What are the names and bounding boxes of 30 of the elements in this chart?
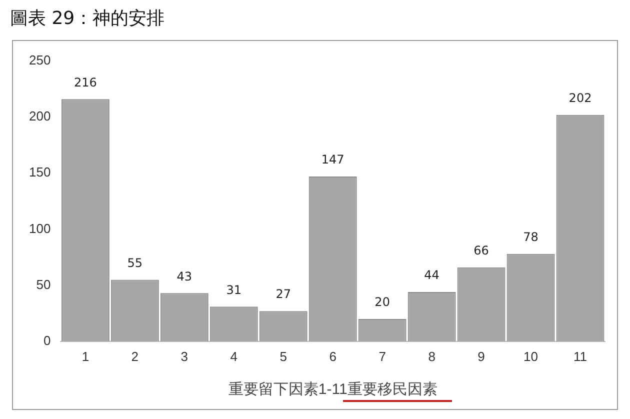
- data-label: 43: [176, 269, 192, 284]
- data-label: 31: [226, 282, 242, 297]
- data-label: 147: [321, 152, 344, 167]
- chart-title: 圖表 29：神的安排: [10, 7, 165, 30]
- x-tick-label: 6: [329, 348, 336, 364]
- data-label: 44: [424, 268, 440, 282]
- x-tick-label: 1: [82, 348, 90, 364]
- y-tick-label: 50: [36, 276, 51, 292]
- data-label: 20: [374, 295, 390, 310]
- x-tick-label: 10: [524, 348, 538, 364]
- x-tick-label: 11: [574, 348, 588, 364]
- data-label: 78: [523, 230, 538, 244]
- y-tick-label: 100: [28, 220, 51, 236]
- data-label: 202: [568, 90, 592, 105]
- x-tick-label: 4: [230, 348, 238, 364]
- y-tick-label: 200: [28, 108, 51, 124]
- x-axis-title: 重要留下因素1-11重要移民因素: [228, 381, 438, 398]
- data-label: 216: [74, 75, 97, 90]
- x-tick-label: 2: [131, 348, 139, 364]
- y-tick-label: 250: [28, 52, 51, 68]
- x-tick-label: 9: [478, 348, 485, 364]
- data-label: 27: [276, 287, 292, 302]
- x-tick-label: 5: [280, 348, 287, 364]
- x-tick-label: 8: [428, 348, 436, 364]
- y-tick-label: 150: [28, 164, 51, 180]
- x-tick-label: 3: [180, 348, 188, 364]
- data-label: 66: [474, 244, 489, 258]
- x-tick-label: 7: [378, 348, 386, 364]
- data-label: 55: [127, 256, 143, 270]
- y-tick-label: 0: [43, 332, 51, 348]
